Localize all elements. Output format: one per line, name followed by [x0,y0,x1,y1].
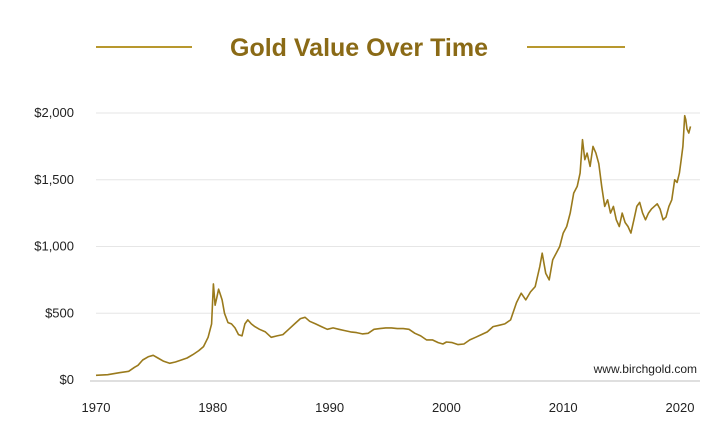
x-tick-label: 2020 [666,400,695,415]
x-tick-label: 1980 [198,400,227,415]
gridlines [96,112,700,314]
x-axis-tick-labels: 1970 1980 1990 2000 2010 2020 [82,400,695,415]
x-tick-label: 2010 [549,400,578,415]
chart-title: Gold Value Over Time [230,34,488,62]
y-axis-tick-labels: $0 $500 $1,000 $1,500 $2,000 [34,105,74,387]
gold-price-line [95,114,692,377]
x-tick-label: 1990 [315,400,344,415]
y-tick-label: $1,000 [34,239,74,254]
source-label: www.birchgold.com [593,362,697,376]
x-tick-label: 1970 [82,400,111,415]
y-tick-label: $1,500 [34,172,74,187]
x-tick-label: 2000 [432,400,461,415]
y-tick-label: $500 [45,305,74,320]
y-tick-label: $2,000 [34,105,74,120]
y-tick-label: $0 [60,372,74,387]
